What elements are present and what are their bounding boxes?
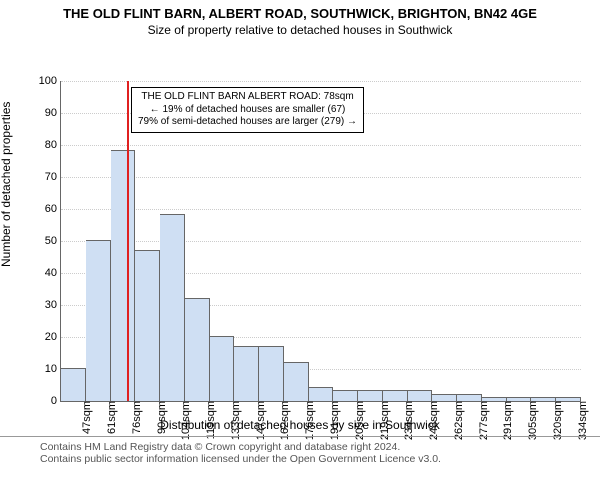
y-tick-label: 10 (45, 363, 61, 375)
histogram-bar (185, 298, 210, 401)
histogram-bar (210, 336, 235, 401)
y-tick-label: 50 (45, 235, 61, 247)
histogram-bar (383, 390, 408, 401)
histogram-bar (259, 346, 284, 401)
footer-line1: Contains HM Land Registry data © Crown c… (40, 441, 594, 453)
histogram-bar (284, 362, 309, 401)
y-tick-label: 0 (51, 395, 61, 407)
subtitle: Size of property relative to detached ho… (0, 21, 600, 37)
y-tick-label: 30 (45, 299, 61, 311)
y-tick-label: 40 (45, 267, 61, 279)
gridline (61, 145, 581, 146)
y-tick-label: 70 (45, 171, 61, 183)
annotation-line: 79% of semi-detached houses are larger (… (138, 116, 357, 129)
y-tick-label: 80 (45, 139, 61, 151)
histogram-bar (135, 250, 160, 401)
histogram-bar (61, 368, 86, 401)
histogram-bar (86, 240, 111, 401)
gridline (61, 241, 581, 242)
footer: Contains HM Land Registry data © Crown c… (0, 436, 600, 465)
y-axis-label: Number of detached properties (0, 102, 13, 267)
y-tick-label: 100 (39, 75, 61, 87)
histogram-bar (358, 390, 383, 401)
gridline (61, 177, 581, 178)
x-axis-label: Distribution of detached houses by size … (0, 418, 600, 432)
y-tick-label: 60 (45, 203, 61, 215)
property-marker-line (127, 81, 129, 401)
annotation-box: THE OLD FLINT BARN ALBERT ROAD: 78sqm← 1… (131, 87, 364, 133)
footer-line2: Contains public sector information licen… (40, 453, 594, 465)
histogram-bar (457, 394, 482, 401)
annotation-line: ← 19% of detached houses are smaller (67… (138, 104, 357, 117)
gridline (61, 81, 581, 82)
histogram-bar (160, 214, 185, 401)
histogram-bar (309, 387, 334, 401)
histogram-bar (111, 150, 136, 401)
gridline (61, 209, 581, 210)
histogram-bar (234, 346, 259, 401)
histogram-bar (333, 390, 358, 401)
chart-container: THE OLD FLINT BARN, ALBERT ROAD, SOUTHWI… (0, 0, 600, 500)
annotation-line: THE OLD FLINT BARN ALBERT ROAD: 78sqm (138, 91, 357, 104)
histogram-bar (408, 390, 433, 401)
y-tick-label: 90 (45, 107, 61, 119)
plot-area: 010203040506070809010047sqm61sqm76sqm90s… (60, 81, 581, 402)
main-title: THE OLD FLINT BARN, ALBERT ROAD, SOUTHWI… (0, 0, 600, 21)
y-tick-label: 20 (45, 331, 61, 343)
histogram-bar (432, 394, 457, 401)
